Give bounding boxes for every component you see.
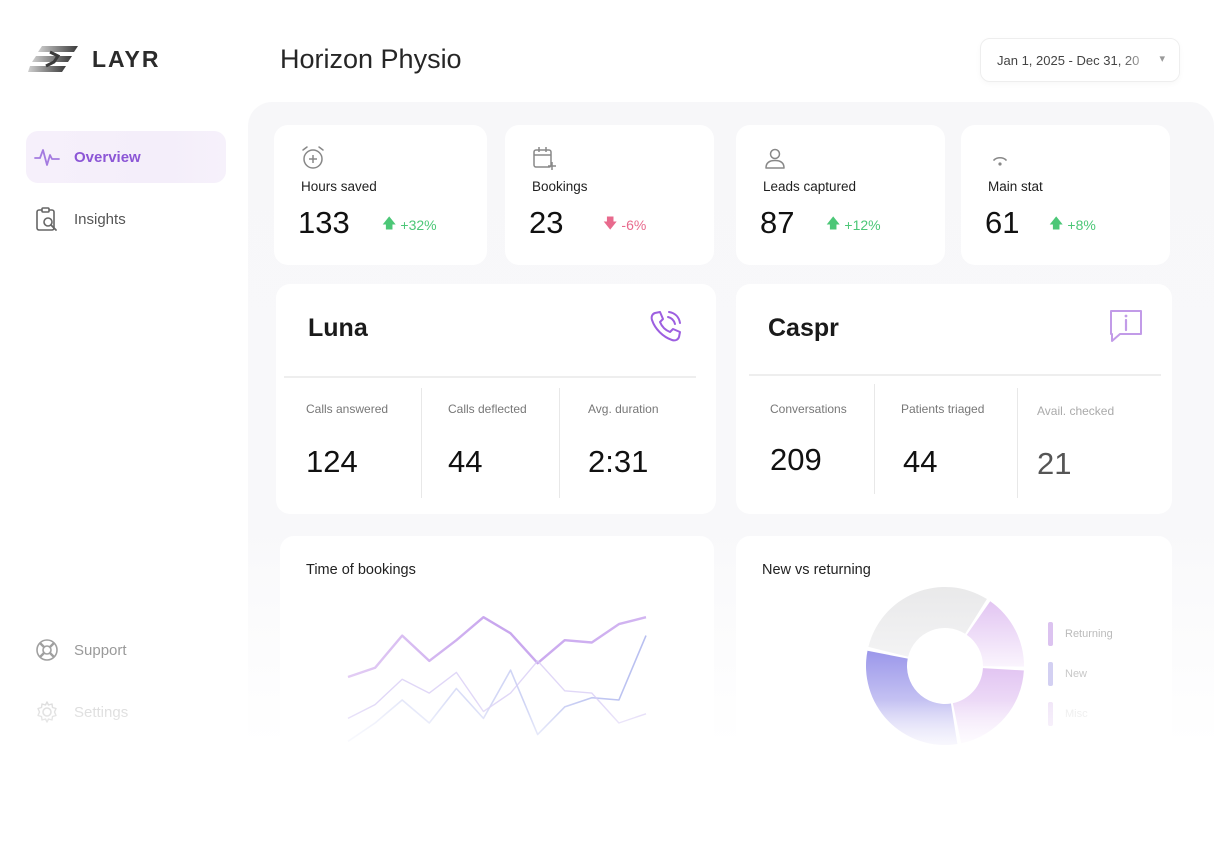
donut-slice-returning xyxy=(966,601,1024,667)
legend-swatch xyxy=(1048,662,1053,686)
chat-info-icon xyxy=(1110,310,1142,342)
brand-name: LAYR xyxy=(92,45,161,72)
legend-item-returning: Returning xyxy=(1048,622,1113,646)
legend-label: Misc xyxy=(1065,708,1088,720)
stat-delta: 🡅 +12% xyxy=(826,213,881,237)
chart-card-time-of-bookings: Time of bookings xyxy=(280,536,714,786)
stat-delta: 🡅 +8% xyxy=(1049,213,1096,237)
metric-divider xyxy=(421,388,422,498)
arrow-up-icon: 🡅 xyxy=(826,215,841,231)
line-chart xyxy=(347,616,647,743)
sidebar-item-label: Support xyxy=(74,641,127,659)
lifebuoy-icon xyxy=(34,637,60,663)
metric-label: Patients triaged xyxy=(901,402,985,416)
stat-card-bookings: Bookings 23 🡇 -6% xyxy=(505,125,714,265)
metric-value: 2:31 xyxy=(588,444,649,479)
pulse-icon xyxy=(34,144,60,170)
metric-label: Calls answered xyxy=(306,402,389,416)
stat-card-leads-captured: Leads captured 87 🡅 +12% xyxy=(736,125,945,265)
legend-label: Returning xyxy=(1065,628,1113,640)
stat-value: 133 xyxy=(298,205,350,240)
chart-title: Time of bookings xyxy=(306,562,416,578)
arrow-up-icon: 🡅 xyxy=(1049,215,1064,231)
metric-value: 21 xyxy=(1037,446,1072,481)
page-title: Horizon Physio xyxy=(280,44,462,74)
legend-swatch xyxy=(1048,622,1053,646)
sidebar-item-label: Settings xyxy=(74,703,129,721)
chevron-down-icon: ▾ xyxy=(1159,53,1165,65)
dashboard-panel: Hours saved 133 🡅 +32% Bookings 23 🡇 -6%… xyxy=(248,102,1214,802)
metric-value: 44 xyxy=(903,444,938,479)
sidebar-item-overview[interactable]: Overview xyxy=(26,131,226,183)
metric-label: Conversations xyxy=(770,402,847,416)
sidebar-item-settings[interactable]: Settings xyxy=(26,686,226,738)
stat-label: Bookings xyxy=(532,179,588,194)
metric-label: Calls deflected xyxy=(448,402,527,416)
stat-label: Leads captured xyxy=(763,179,857,194)
legend-label: New xyxy=(1065,668,1088,680)
stat-delta: 🡇 -6% xyxy=(603,213,646,237)
metric-divider xyxy=(874,384,875,494)
stat-card-hours-saved: Hours saved 133 🡅 +32% xyxy=(274,125,487,265)
chart-title: New vs returning xyxy=(762,562,871,578)
user-icon xyxy=(765,148,785,169)
stat-delta: 🡅 +32% xyxy=(382,213,437,237)
donut-slice-new xyxy=(866,650,958,745)
stat-value: 23 xyxy=(529,205,564,240)
legend-item-new: New xyxy=(1048,662,1087,686)
agent-card-luna: Luna Calls answered 124 Calls deflected … xyxy=(276,284,716,514)
sidebar-item-support[interactable]: Support xyxy=(26,624,226,676)
sidebar-item-label: Insights xyxy=(74,210,126,228)
gear-icon xyxy=(34,699,60,725)
metric-value: 124 xyxy=(306,444,358,479)
clipboard-search-icon xyxy=(34,206,60,232)
arrow-down-icon: 🡇 xyxy=(603,215,618,231)
stat-value: 87 xyxy=(760,205,795,240)
stat-label: Hours saved xyxy=(301,179,377,194)
metric-label: Avail. checked xyxy=(1037,404,1115,418)
agent-name: Luna xyxy=(308,314,368,342)
stat-label: Main stat xyxy=(988,179,1043,194)
metric-label: Avg. duration xyxy=(588,402,659,416)
stat-delta-value: +32% xyxy=(400,217,437,233)
sidebar-item-label: Overview xyxy=(74,148,141,166)
stat-delta-value: +8% xyxy=(1067,217,1096,233)
alarm-plus-icon xyxy=(302,146,324,169)
line-series-1 xyxy=(347,616,647,679)
donut-chart xyxy=(866,587,1024,745)
metric-divider xyxy=(1017,388,1018,498)
donut-slice-misc xyxy=(952,668,1024,744)
calendar-plus-icon xyxy=(533,147,556,170)
metric-divider xyxy=(559,388,560,498)
phone-call-icon xyxy=(650,311,681,342)
agent-name: Caspr xyxy=(768,314,839,342)
stat-value: 61 xyxy=(985,205,1020,240)
date-range-picker[interactable]: Jan 1, 2025 - Dec 31, 20 ▾ xyxy=(980,38,1180,82)
brand-logo[interactable]: LAYR xyxy=(28,44,161,74)
legend-swatch xyxy=(1048,702,1053,726)
line-series-3 xyxy=(347,660,647,724)
arrow-up-icon: 🡅 xyxy=(382,215,397,231)
agent-card-caspr: Caspr Conversations 209 Patients triaged… xyxy=(736,284,1172,514)
stat-delta-value: +12% xyxy=(844,217,881,233)
chart-card-new-vs-returning: New vs returning Returning New Misc xyxy=(736,536,1172,786)
metric-value: 209 xyxy=(770,442,822,477)
date-range-value: Jan 1, 2025 - Dec 31, 20 xyxy=(997,52,1140,68)
sidebar-item-insights[interactable]: Insights xyxy=(26,193,226,245)
agent-divider xyxy=(749,374,1161,376)
wifi-icon xyxy=(993,156,1007,166)
metric-value: 44 xyxy=(448,444,483,479)
legend-item-misc: Misc xyxy=(1048,702,1088,726)
stat-card-main-stat: Main stat 61 🡅 +8% xyxy=(961,125,1170,265)
agent-divider xyxy=(284,376,696,378)
stat-delta-value: -6% xyxy=(621,217,647,233)
donut-slice-grey xyxy=(868,587,987,657)
layr-logo-icon xyxy=(28,46,78,72)
